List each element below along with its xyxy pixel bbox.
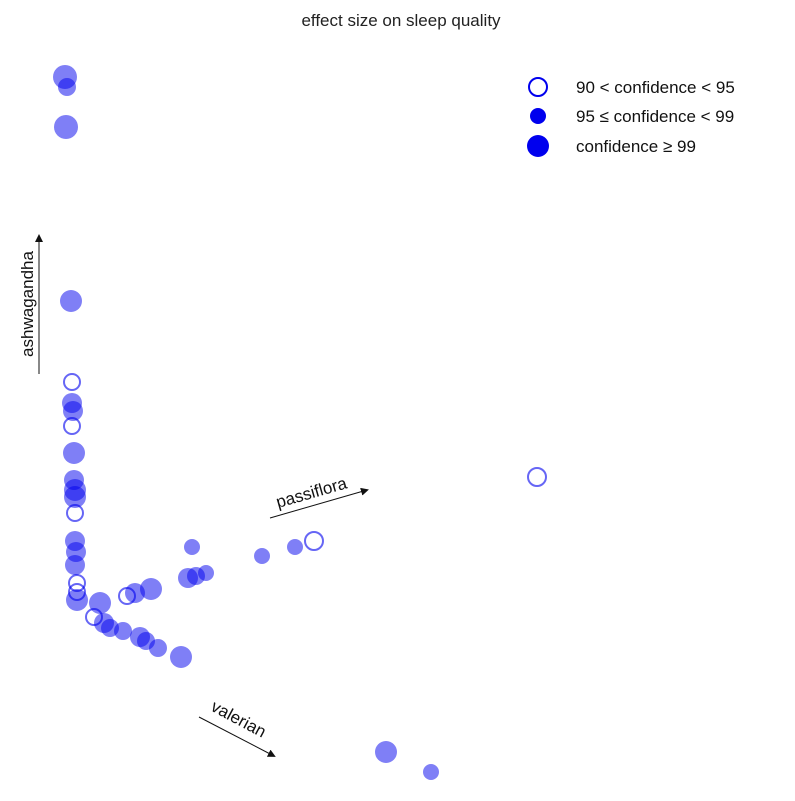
data-point-6 [63, 401, 83, 421]
data-point-24 [125, 583, 145, 603]
axis-valerian-label: valerian [208, 697, 269, 742]
axis-ashwagandha-label: ashwagandha [18, 251, 37, 357]
legend-label-filled-small: 95 ≤ confidence < 99 [576, 107, 734, 126]
data-point-15 [65, 555, 85, 575]
legend-item-hollow: 90 < confidence < 95 [528, 77, 735, 97]
data-point-40 [423, 764, 439, 780]
data-point-36 [287, 539, 303, 555]
data-point-11 [64, 486, 86, 508]
data-point-12 [66, 504, 84, 522]
data-point-29 [149, 639, 167, 657]
legend-label-filled-large: confidence ≥ 99 [576, 137, 696, 156]
data-point-38 [527, 467, 547, 487]
data-points [53, 65, 547, 780]
data-point-37 [304, 531, 324, 551]
chart-title: effect size on sleep quality [301, 11, 501, 30]
axis-valerian: valerian [198, 697, 276, 757]
legend-label-hollow: 90 < confidence < 95 [576, 78, 735, 97]
legend-item-filled-small: 95 ≤ confidence < 99 [530, 107, 734, 126]
legend-item-filled-large: confidence ≥ 99 [527, 135, 696, 157]
data-point-35 [254, 548, 270, 564]
data-point-26 [114, 622, 132, 640]
data-point-25 [140, 578, 162, 600]
legend: 90 < confidence < 95 95 ≤ confidence < 9… [527, 77, 735, 157]
axis-ashwagandha: ashwagandha [18, 234, 43, 374]
legend-marker-filled-small [530, 108, 546, 124]
data-point-39 [375, 741, 397, 763]
data-point-8 [63, 442, 85, 464]
legend-marker-filled-large [527, 135, 549, 157]
data-point-31 [184, 539, 200, 555]
data-point-7 [63, 417, 81, 435]
data-point-4 [63, 373, 81, 391]
data-point-30 [170, 646, 192, 668]
data-point-3 [60, 290, 82, 312]
axis-passiflora: passiflora [269, 473, 369, 519]
legend-marker-hollow [528, 77, 548, 97]
data-point-18 [66, 589, 88, 611]
axis-passiflora-arrow [269, 487, 369, 519]
data-point-34 [198, 565, 214, 581]
axis-valerian-arrow [198, 716, 276, 757]
data-point-1 [58, 78, 76, 96]
data-point-2 [54, 115, 78, 139]
